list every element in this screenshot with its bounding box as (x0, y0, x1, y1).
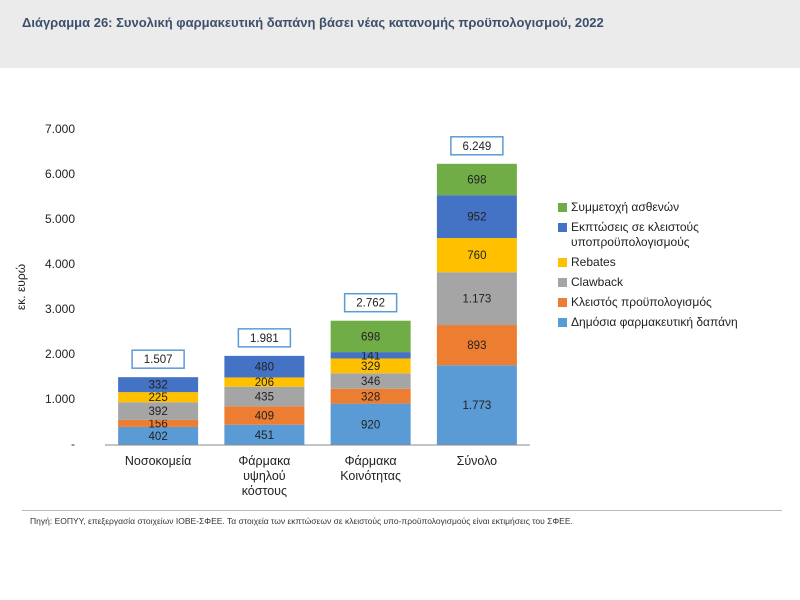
legend-swatch (558, 203, 567, 212)
bar-segment (118, 419, 199, 427)
legend-swatch (558, 223, 567, 232)
data-label: 141 (361, 350, 380, 362)
data-label: 392 (149, 406, 168, 418)
bar-segment (224, 355, 305, 378)
data-label: 760 (467, 250, 486, 262)
total-label: 1.981 (250, 333, 279, 345)
y-tick-label: 1.000 (45, 392, 75, 406)
total-label: 6.249 (462, 141, 491, 153)
legend-item: Rebates (558, 255, 798, 270)
total-box (450, 136, 504, 156)
y-tick-label: 3.000 (45, 302, 75, 316)
data-label: 435 (255, 392, 274, 404)
y-tick-label: 4.000 (45, 257, 75, 271)
bar-segment (330, 352, 411, 359)
bar-segment (330, 373, 411, 389)
y-axis-label: εκ. ευρώ (14, 264, 28, 310)
y-tick-label: 2.000 (45, 347, 75, 361)
data-label: 893 (467, 340, 486, 352)
data-label: 206 (255, 377, 274, 389)
bar-segment (330, 388, 411, 404)
total-box (237, 328, 292, 348)
legend-label: Clawback (571, 275, 624, 289)
bar-segment (330, 403, 411, 445)
x-tick-label: Σύνολο (456, 454, 498, 468)
legend-swatch (558, 298, 567, 307)
rule (22, 510, 782, 511)
legend-label: Συμμετοχή ασθενών (571, 200, 680, 214)
legend-swatch (558, 318, 567, 327)
y-tick-label: - (71, 437, 75, 451)
bar-segment (436, 272, 517, 326)
data-label: 1.773 (462, 400, 491, 412)
bar-segment (224, 386, 305, 407)
data-label: 328 (361, 391, 380, 403)
data-label: 409 (255, 411, 274, 423)
legend-item: Κλειστός προϋπολογισμός (558, 295, 798, 310)
bar-segment (436, 195, 517, 239)
legend-label: Rebates (571, 255, 616, 269)
total-box (131, 349, 185, 369)
bar-segment (224, 406, 305, 425)
data-label: 480 (255, 362, 274, 374)
bar-segment (118, 402, 199, 420)
data-label: 952 (467, 212, 486, 224)
bar-segment (330, 358, 411, 374)
data-label: 451 (255, 430, 274, 442)
data-label: 402 (149, 431, 168, 443)
legend-item: Συμμετοχή ασθενών (558, 200, 798, 215)
bar-segment (224, 377, 305, 387)
source-note: Πηγή: ΕΟΠΥΥ, επεξεργασία στοιχείων ΙΟΒΕ-… (30, 516, 573, 526)
bar-segment (436, 365, 517, 445)
legend-label: Δημόσια φαρμακευτική δαπάνη (571, 315, 738, 329)
y-tick-label: 6.000 (45, 167, 75, 181)
bar-segment (224, 424, 305, 445)
bar-segment (436, 163, 517, 196)
bar-segment (118, 426, 199, 445)
legend-item: Clawback (558, 275, 798, 290)
bar-segment (436, 325, 517, 366)
chart-title: Διάγραμμα 26: Συνολική φαρμακευτική δαπά… (22, 15, 604, 30)
data-label: 156 (149, 418, 168, 430)
data-label: 346 (361, 376, 380, 388)
legend-swatch (558, 278, 567, 287)
header-bar (0, 0, 800, 68)
legend-item: Δημόσια φαρμακευτική δαπάνη (558, 315, 798, 330)
legend-item: Εκπτώσεις σε κλειστούς υποπροϋπολογισμού… (558, 220, 798, 250)
bar-segment (118, 377, 199, 393)
data-label: 225 (149, 392, 168, 404)
data-label: 332 (149, 380, 168, 392)
total-label: 1.507 (144, 354, 173, 366)
bar-segment (436, 238, 517, 273)
x-tick-label: Φάρμακα Κοινότητας (340, 454, 402, 483)
x-tick-label: Νοσοκομεία (124, 454, 192, 468)
total-label: 2.762 (356, 298, 385, 310)
legend-label: Κλειστός προϋπολογισμός (571, 295, 712, 309)
data-label: 329 (361, 361, 380, 373)
x-tick-label: Φάρμακα υψηλού κόστους (238, 454, 291, 498)
data-label: 698 (361, 331, 380, 343)
data-label: 698 (467, 175, 486, 187)
legend-label: Εκπτώσεις σε κλειστούς υποπροϋπολογισμού… (571, 220, 699, 249)
total-box (343, 292, 398, 313)
legend-swatch (558, 258, 567, 267)
data-label: 920 (361, 419, 380, 431)
bar-segment (118, 392, 199, 403)
y-tick-label: 7.000 (45, 122, 75, 136)
data-label: 1.173 (462, 294, 491, 306)
bar-segment (330, 320, 411, 353)
y-tick-label: 5.000 (45, 212, 75, 226)
